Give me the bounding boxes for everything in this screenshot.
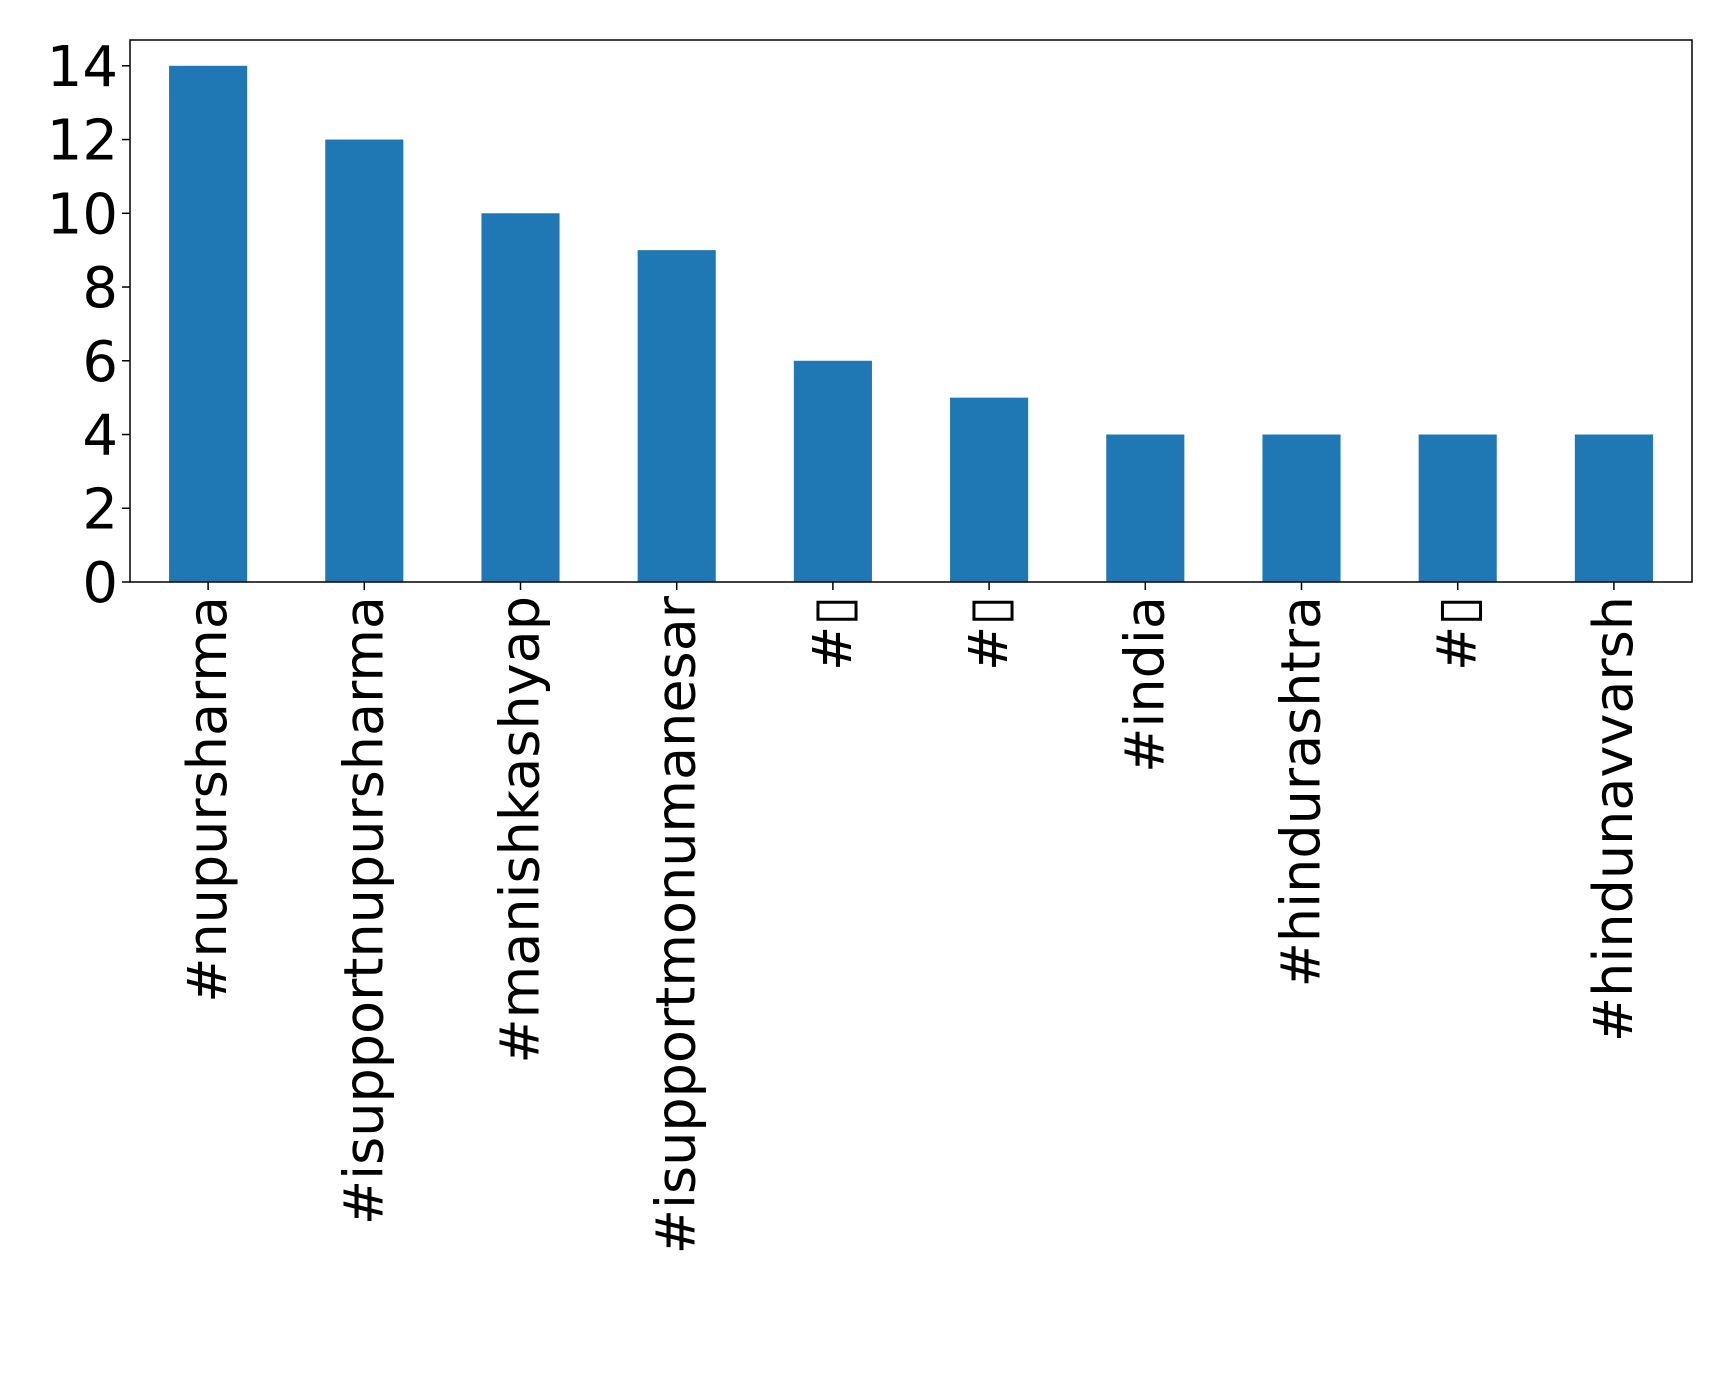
y-tick-label: 6	[82, 330, 118, 395]
plot-frame	[129, 39, 1693, 583]
bar-3	[637, 250, 716, 582]
y-tick-label: 4	[82, 404, 118, 469]
bar-2	[481, 213, 560, 582]
x-tick-label: #▯	[957, 596, 1020, 671]
y-tick-label: 10	[47, 182, 118, 247]
bar-1	[325, 139, 404, 582]
x-tick-label: #▯	[801, 596, 864, 671]
x-tick-label: #▯	[1426, 596, 1489, 671]
x-axis-ticks: #nupursharma #isupportnupursharma #manishk…	[176, 582, 1645, 1254]
bar-0	[169, 65, 248, 583]
bar-5	[950, 397, 1029, 582]
y-tick-label: 2	[82, 477, 118, 542]
y-tick-label: 8	[82, 256, 118, 321]
x-tick-label: #isupportmonumanesar	[645, 595, 708, 1254]
bar-7	[1262, 434, 1341, 582]
bar-6	[1106, 434, 1185, 582]
y-tick-label: 0	[82, 551, 118, 616]
x-tick-label: #hindunavvarsh	[1582, 596, 1645, 1042]
x-tick-label: #hindurashtra	[1270, 596, 1333, 987]
bar-9	[1574, 434, 1653, 582]
bar-4	[793, 360, 872, 582]
y-tick-label: 12	[47, 109, 118, 174]
x-tick-label: #india	[1113, 596, 1176, 773]
bars-layer	[169, 65, 1653, 583]
x-tick-label: #manishkashyap	[489, 596, 552, 1064]
x-tick-label: #nupursharma	[176, 596, 239, 1003]
x-tick-label: #isupportnupursharma	[332, 596, 395, 1225]
y-axis-ticks: 0 2 4 6 8 10 12 14	[47, 35, 130, 616]
bar-8	[1418, 434, 1497, 582]
y-tick-label: 14	[47, 35, 118, 100]
